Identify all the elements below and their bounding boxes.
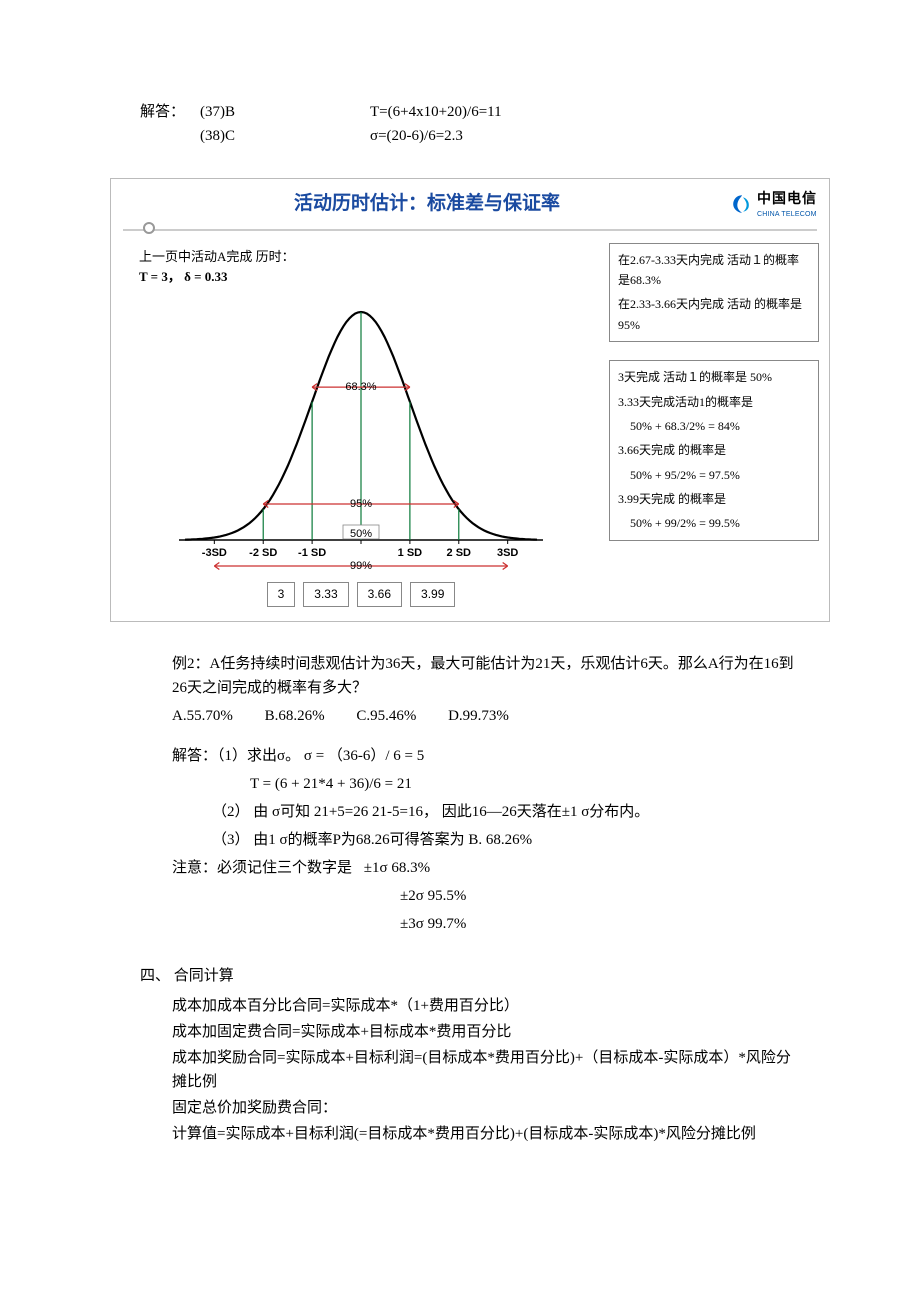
bell-curve-svg: -3SD -2 SD -1 SD 1 SD 2 SD 3SD 68.3% 95% 50% 99% xyxy=(161,294,561,574)
headline-dot-icon xyxy=(143,222,155,234)
answer-row: (38)C σ=(20-6)/6=2.3 xyxy=(140,124,800,148)
solution-step: T = (6 + 21*4 + 36)/6 = 21 xyxy=(140,772,800,796)
note-box-1: 在2.67-3.33天内完成 活动１的概率是68.3% 在2.33-3.66天内… xyxy=(609,243,819,343)
spacer xyxy=(140,732,800,744)
svg-text:1 SD: 1 SD xyxy=(398,547,423,559)
notes-column: 在2.67-3.33天内完成 活动１的概率是68.3% 在2.33-3.66天内… xyxy=(609,243,819,608)
diagram-title-row: 活动历时估计：标准差与保证率 中国电信 CHINA TELECOM xyxy=(111,179,829,225)
note-line: 3.66天完成 的概率是 xyxy=(618,440,810,460)
formula-line: 固定总价加奖励费合同： xyxy=(172,1096,800,1120)
solution-line: 解答：（1）求出σ。 σ = （36-6）/ 6 = 5 xyxy=(140,744,800,768)
solution-step: （1）求出σ。 σ = （36-6）/ 6 = 5 xyxy=(217,748,424,764)
answer-calc: σ=(20-6)/6=2.3 xyxy=(370,124,800,148)
answer-label: 解答： xyxy=(140,100,200,124)
svg-text:-2 SD: -2 SD xyxy=(249,547,277,559)
logo-en: CHINA TELECOM xyxy=(757,209,817,220)
option-b: B.68.26% xyxy=(265,708,325,724)
svg-text:50%: 50% xyxy=(350,528,372,540)
answer-block: 解答： (37)B T=(6+4x10+20)/6=11 (38)C σ=(20… xyxy=(140,100,800,148)
diagram-body: 上一页中活动A完成 历时： T = 3， δ = 0.33 -3SD-2 SD-… xyxy=(111,235,829,622)
answer-item: (37)B xyxy=(200,100,370,124)
svg-text:2 SD: 2 SD xyxy=(447,547,472,559)
svg-text:68.3%: 68.3% xyxy=(345,381,376,393)
note-line: 3.33天完成活动1的概率是 xyxy=(618,392,810,412)
solution-step: （2） 由 σ可知 21+5=26 21-5=16， 因此16—26天落在±1 … xyxy=(140,800,800,824)
section-4-heading: 四、 合同计算 xyxy=(140,964,800,988)
sd-value-box: 3.33 xyxy=(303,582,348,607)
answer-item: (38)C xyxy=(200,124,370,148)
sigma-note: 注意：必须记住三个数字是 ±1σ 68.3% xyxy=(140,856,800,880)
sd-value-boxes: 3 3.33 3.66 3.99 xyxy=(121,582,601,607)
svg-text:-1 SD: -1 SD xyxy=(298,547,326,559)
headline-bar xyxy=(123,225,817,231)
option-a: A.55.70% xyxy=(172,708,233,724)
sigma-row: ±3σ 99.7% xyxy=(140,912,800,936)
curve-header-line2: T = 3， δ = 0.33 xyxy=(139,267,601,288)
options-row: A.55.70% B.68.26% C.95.46% D.99.73% xyxy=(140,704,800,728)
example-2: 例2：A任务持续时间悲观估计为36天，最大可能估计为21天，乐观估计6天。那么A… xyxy=(140,652,800,936)
note-line: 在2.33-3.66天内完成 活动 的概率是95% xyxy=(618,294,810,335)
sd-value-box: 3.99 xyxy=(410,582,455,607)
note-line: 3.99天完成 的概率是 xyxy=(618,489,810,509)
sd-value-box: 3 xyxy=(267,582,296,607)
svg-text:-3SD: -3SD xyxy=(202,547,227,559)
formula-line: 成本加成本百分比合同=实际成本*（1+费用百分比） xyxy=(172,994,800,1018)
contract-formulas: 成本加成本百分比合同=实际成本*（1+费用百分比） 成本加固定费合同=实际成本+… xyxy=(140,994,800,1146)
solution-label: 解答： xyxy=(172,748,217,764)
note-line: 在2.67-3.33天内完成 活动１的概率是68.3% xyxy=(618,250,810,291)
answer-row: 解答： (37)B T=(6+4x10+20)/6=11 xyxy=(140,100,800,124)
note-subline: 50% + 95/2% = 97.5% xyxy=(618,465,810,485)
svg-text:99%: 99% xyxy=(350,560,372,572)
curve-header: 上一页中活动A完成 历时： T = 3， δ = 0.33 xyxy=(139,247,601,289)
example-question: 例2：A任务持续时间悲观估计为36天，最大可能估计为21天，乐观估计6天。那么A… xyxy=(140,652,800,700)
solution-step: （3） 由1 σ的概率P为68.26可得答案为 B. 68.26% xyxy=(140,828,800,852)
formula-line: 计算值=实际成本+目标利润(=目标成本*费用百分比)+(目标成本-实际成本)*风… xyxy=(172,1122,800,1146)
sigma-row: ±2σ 95.5% xyxy=(140,884,800,908)
svg-text:95%: 95% xyxy=(350,498,372,510)
note-label: 注意：必须记住三个数字是 xyxy=(172,860,352,876)
china-telecom-logo: 中国电信 CHINA TELECOM xyxy=(731,187,817,221)
note-box-2: 3天完成 活动１的概率是 50% 3.33天完成活动1的概率是 50% + 68.3… xyxy=(609,360,819,541)
option-c: C.95.46% xyxy=(356,708,416,724)
normal-dist-diagram: 活动历时估计：标准差与保证率 中国电信 CHINA TELECOM 上一页中活动… xyxy=(110,178,830,622)
svg-text:3SD: 3SD xyxy=(497,547,518,559)
formula-line: 成本加固定费合同=实际成本+目标成本*费用百分比 xyxy=(172,1020,800,1044)
logo-swirl-icon xyxy=(731,193,753,215)
sd-value-box: 3.66 xyxy=(357,582,402,607)
formula-line: 成本加奖励合同=实际成本+目标利润=(目标成本*费用百分比)+（目标成本-实际成… xyxy=(172,1046,800,1094)
curve-header-line1: 上一页中活动A完成 历时： xyxy=(139,247,601,268)
answer-spacer xyxy=(140,124,200,148)
diagram-title: 活动历时估计：标准差与保证率 xyxy=(123,189,731,219)
option-d: D.99.73% xyxy=(448,708,509,724)
logo-text: 中国电信 CHINA TELECOM xyxy=(757,187,817,221)
logo-cn: 中国电信 xyxy=(757,187,817,209)
note-subline: 50% + 99/2% = 99.5% xyxy=(618,513,810,533)
answer-calc: T=(6+4x10+20)/6=11 xyxy=(370,100,800,124)
note-subline: 50% + 68.3/2% = 84% xyxy=(618,416,810,436)
note-line: 3天完成 活动１的概率是 50% xyxy=(618,367,810,387)
sigma-row: ±1σ 68.3% xyxy=(364,860,430,876)
curve-column: 上一页中活动A完成 历时： T = 3， δ = 0.33 -3SD-2 SD-… xyxy=(121,243,601,608)
